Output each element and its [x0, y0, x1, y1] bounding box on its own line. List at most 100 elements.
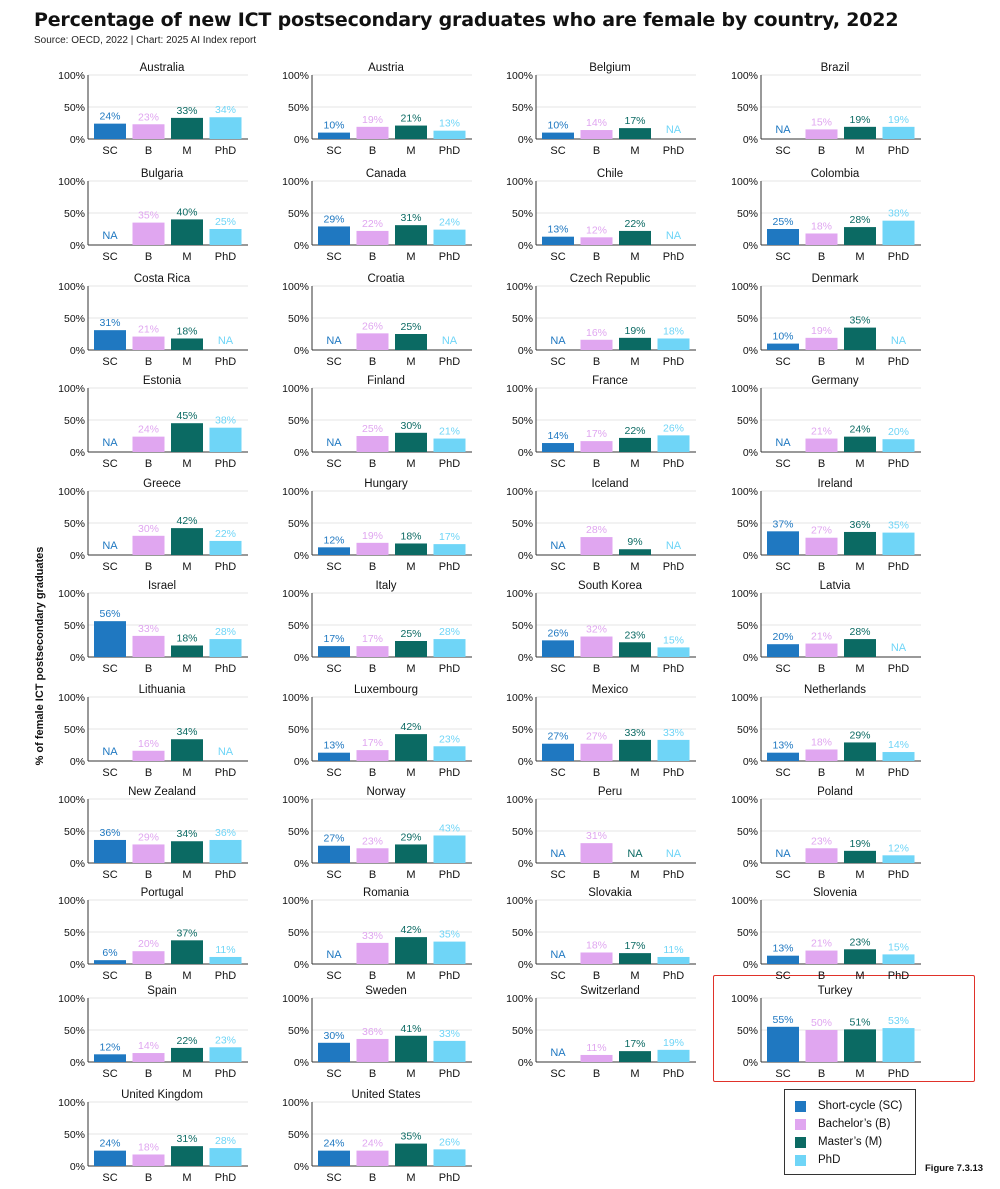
value-label: 17%	[362, 737, 383, 749]
category-label: M	[630, 663, 639, 675]
bar-m	[619, 642, 651, 657]
y-tick-label: 0%	[70, 447, 85, 459]
value-label: 42%	[400, 924, 421, 936]
category-label: B	[369, 970, 376, 982]
bar-phd	[433, 941, 466, 964]
na-label: NA	[550, 540, 566, 552]
panel-latvia: Latvia 0% 50% 100% 20% SC 21% B 28% M NA PhD	[731, 580, 921, 675]
value-label: 31%	[586, 830, 607, 842]
bar-b	[805, 233, 838, 245]
category-label: B	[369, 251, 376, 263]
category-label: SC	[326, 458, 341, 470]
y-tick-label: 0%	[743, 652, 758, 664]
panel-title: Brazil	[821, 62, 850, 74]
category-label: M	[406, 869, 415, 881]
value-label: 16%	[586, 327, 607, 339]
panel-croatia: Croatia 0% 50% 100% NA SC 26% B 25% M NA PhD	[282, 273, 472, 368]
bar-phd	[209, 229, 242, 245]
value-label: 34%	[215, 104, 236, 116]
y-tick-label: 50%	[64, 102, 85, 114]
panel-title: Norway	[367, 786, 406, 798]
category-label: M	[406, 145, 415, 157]
panel-italy: Italy 0% 50% 100% 17% SC 17% B 25% M 28% PhD	[282, 580, 472, 675]
value-label: 19%	[888, 114, 909, 126]
value-label: 18%	[400, 530, 421, 542]
panel-finland: Finland 0% 50% 100% NA SC 25% B 30% M 21% PhD	[282, 375, 472, 470]
value-label: 38%	[215, 415, 236, 427]
panel-spain: Spain 0% 50% 100% 12% SC 14% B 22% M 23% PhD	[58, 985, 248, 1080]
category-label: SC	[326, 145, 341, 157]
category-label: M	[182, 869, 191, 881]
bar-phd	[209, 1047, 242, 1062]
y-tick-label: 50%	[512, 1025, 533, 1037]
bar-phd	[882, 1028, 915, 1062]
category-label: M	[406, 663, 415, 675]
bar-phd	[433, 1149, 466, 1166]
y-tick-label: 0%	[743, 345, 758, 357]
category-label: SC	[550, 869, 565, 881]
bar-b	[805, 438, 838, 452]
bar-m	[395, 734, 427, 761]
value-label: 33%	[663, 727, 684, 739]
bar-phd	[657, 1049, 690, 1062]
y-tick-label: 100%	[282, 692, 309, 704]
y-tick-label: 50%	[64, 518, 85, 530]
value-label: 33%	[624, 727, 645, 739]
category-label: M	[406, 1068, 415, 1080]
category-label: B	[369, 869, 376, 881]
value-label: 18%	[586, 939, 607, 951]
category-label: SC	[326, 970, 341, 982]
y-tick-label: 0%	[743, 858, 758, 870]
category-label: PhD	[439, 869, 460, 881]
value-label: 30%	[138, 523, 159, 535]
panel-canada: Canada 0% 50% 100% 29% SC 22% B 31% M 24% PhD	[282, 168, 472, 263]
category-label: SC	[102, 561, 117, 573]
value-label: 13%	[547, 224, 568, 236]
bar-b	[580, 339, 613, 350]
value-label: 18%	[663, 325, 684, 337]
value-label: 28%	[439, 626, 460, 638]
value-label: 36%	[99, 827, 120, 839]
category-label: M	[406, 767, 415, 779]
category-label: PhD	[215, 663, 236, 675]
panel-title: Bulgaria	[141, 168, 184, 180]
na-label: NA	[775, 848, 791, 860]
bar-m	[395, 937, 427, 964]
bar-b	[132, 635, 165, 657]
y-tick-label: 50%	[64, 1025, 85, 1037]
value-label: 31%	[400, 212, 421, 224]
panel-title: Lithuania	[139, 684, 186, 696]
panel-title: Israel	[148, 580, 176, 592]
y-tick-label: 0%	[294, 134, 309, 146]
category-label: B	[593, 1068, 600, 1080]
y-tick-label: 50%	[512, 724, 533, 736]
panel-austria: Austria 0% 50% 100% 10% SC 19% B 21% M 13% PhD	[282, 62, 472, 157]
category-label: M	[630, 1068, 639, 1080]
y-tick-label: 100%	[506, 176, 533, 188]
na-label: NA	[550, 949, 566, 961]
bar-b	[132, 951, 165, 964]
value-label: 33%	[362, 930, 383, 942]
y-tick-label: 50%	[737, 518, 758, 530]
panel-title: Romania	[363, 887, 410, 899]
legend-item-m: Master’s (M)	[795, 1133, 905, 1151]
value-label: 35%	[849, 315, 870, 327]
value-label: 23%	[624, 629, 645, 641]
y-tick-label: 0%	[294, 240, 309, 252]
value-label: 19%	[624, 325, 645, 337]
category-label: PhD	[663, 970, 684, 982]
value-label: 14%	[586, 117, 607, 129]
panel-title: Iceland	[591, 478, 628, 490]
value-label: 19%	[849, 838, 870, 850]
y-tick-label: 50%	[737, 620, 758, 632]
bar-phd	[433, 229, 466, 245]
category-label: SC	[550, 561, 565, 573]
value-label: 36%	[362, 1026, 383, 1038]
bar-b	[132, 750, 165, 761]
bar-m	[171, 940, 203, 964]
category-label: SC	[550, 767, 565, 779]
chart-title: Percentage of new ICT postsecondary grad…	[34, 9, 899, 31]
y-tick-label: 0%	[70, 959, 85, 971]
category-label: B	[145, 561, 152, 573]
bar-sc	[767, 343, 799, 350]
